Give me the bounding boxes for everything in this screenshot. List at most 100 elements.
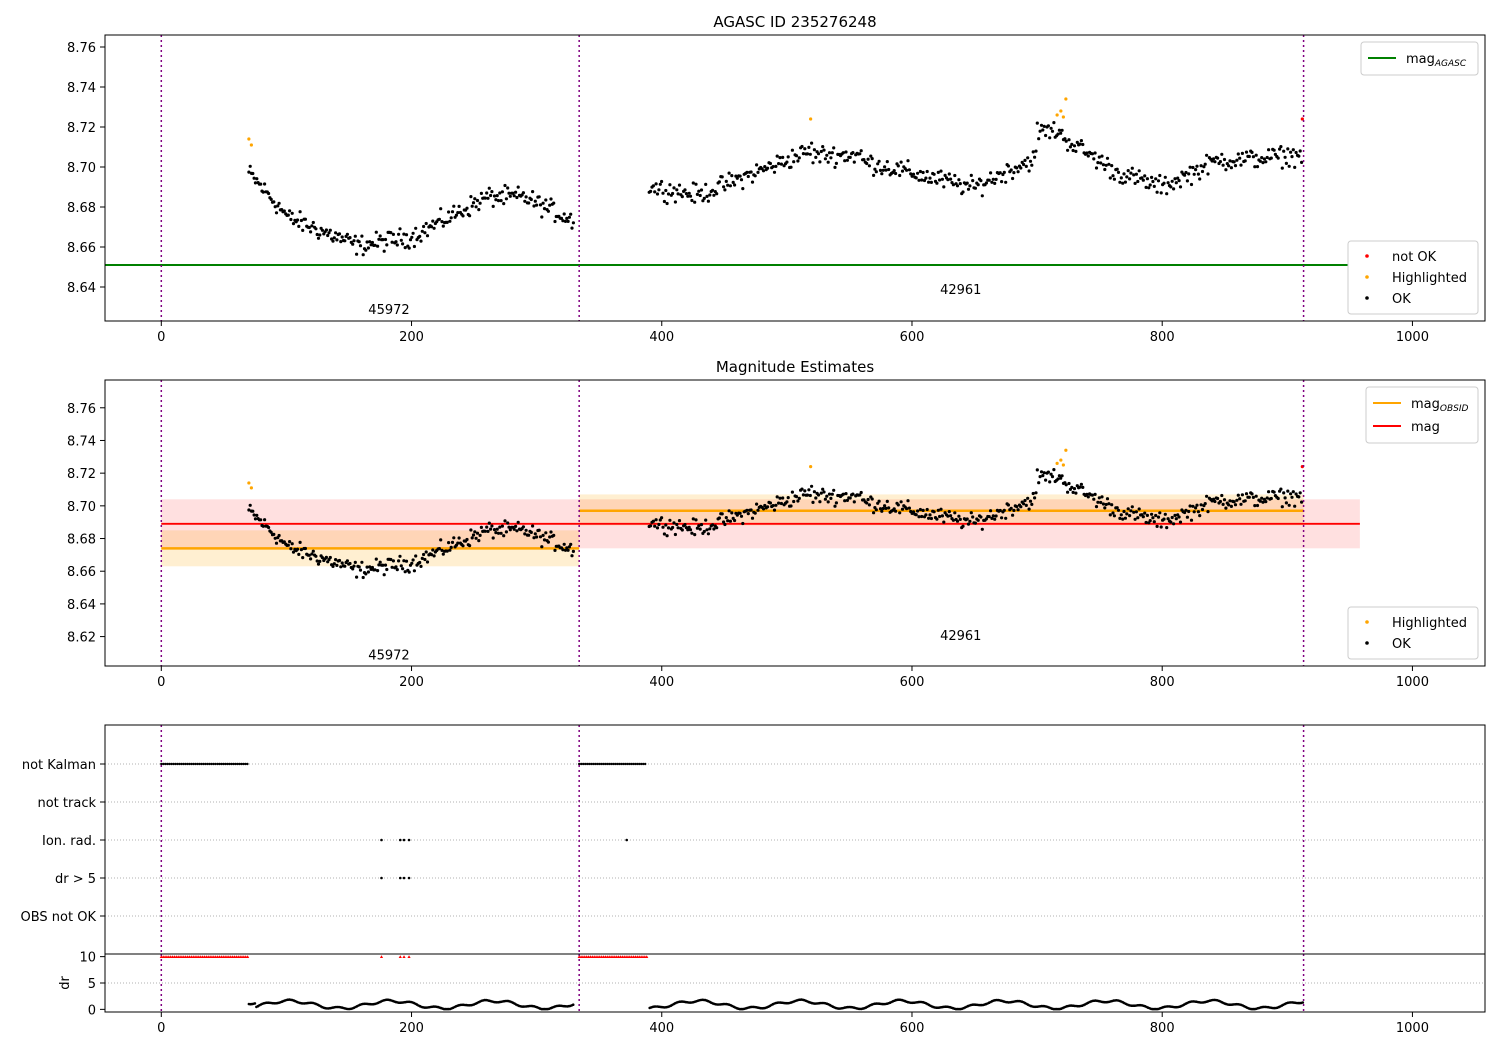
magnitude-ok-point (816, 493, 821, 497)
magnitude-ok-point (797, 496, 801, 500)
magnitude-ok-point (794, 495, 799, 499)
agasc-ok-point (998, 171, 1002, 175)
agasc-ok-point (1243, 159, 1247, 163)
agasc-ok-point (1284, 161, 1288, 165)
magnitude-highlighted-point (247, 481, 251, 485)
magnitude-ok-point (399, 564, 403, 568)
agasc-ok-point (968, 184, 972, 188)
agasc-ok-point (390, 240, 394, 244)
agasc-ok-point (1233, 164, 1238, 168)
magnitude-ok-point (690, 531, 694, 535)
magnitude-ok-point (373, 568, 377, 572)
magnitude-ok-point (251, 509, 255, 513)
agasc-ok-point (263, 182, 267, 186)
magnitude-ok-point (683, 523, 687, 527)
agasc-ok-point (299, 218, 303, 223)
agasc-ytick-label: 8.66 (67, 241, 96, 256)
magnitude-ytick-label: 8.76 (67, 402, 96, 417)
magnitude-ok-point (1255, 503, 1260, 508)
agasc-ok-point (1105, 156, 1110, 160)
agasc-ok-point (1130, 166, 1134, 170)
agasc-ok-point (708, 193, 712, 197)
magnitude-xtick-label: 0 (157, 675, 165, 690)
magnitude-ok-point (535, 535, 539, 539)
agasc-ok-point (549, 197, 553, 201)
magnitude-ok-point (704, 518, 708, 522)
agasc-ok-point (712, 193, 716, 197)
flag-point (220, 762, 223, 766)
agasc-ok-point (506, 186, 510, 190)
flag-point (228, 762, 231, 766)
flag-point (628, 762, 631, 766)
magnitude-ok-point (431, 548, 435, 552)
flags-row-label: OBS not OK (21, 910, 97, 925)
agasc-ok-point (412, 244, 416, 249)
agasc-ok-point (309, 230, 313, 234)
magnitude-ok-point (489, 527, 493, 531)
agasc-ok-point (491, 204, 495, 208)
flag-point (632, 762, 635, 766)
agasc-ok-point (1104, 163, 1108, 167)
agasc-ok-point (377, 237, 381, 241)
agasc-ok-point (872, 173, 876, 177)
agasc-not-ok-point (1300, 117, 1304, 121)
agasc-ok-point (422, 224, 426, 229)
agasc-ok-point (414, 226, 418, 230)
magnitude-ok-point (1156, 515, 1161, 519)
agasc-ok-point (1037, 137, 1041, 141)
agasc-ok-point (508, 194, 512, 198)
magnitude-ok-point (671, 525, 675, 530)
agasc-ok-point (1261, 161, 1265, 165)
magnitude-ok-point (1038, 475, 1042, 479)
agasc-ok-point (1028, 159, 1033, 163)
agasc-ok-point (440, 220, 444, 224)
agasc-ok-point (1206, 172, 1210, 176)
magnitude-ok-point (1243, 499, 1247, 503)
magnitude-ok-point (337, 558, 342, 563)
agasc-ok-point (1000, 180, 1004, 184)
flag-point (184, 762, 187, 766)
agasc-xtick-label: 600 (900, 330, 925, 345)
magnitude-ok-point (691, 517, 695, 521)
agasc-ok-point (761, 169, 766, 173)
magnitude-ok-point (746, 511, 750, 516)
agasc-ok-point (1140, 176, 1144, 180)
agasc-highlighted-point (247, 137, 251, 141)
agasc-ok-point (291, 222, 296, 226)
agasc-ok-point (340, 235, 344, 239)
flag-point (620, 762, 623, 766)
agasc-ok-point (984, 181, 989, 185)
agasc-highlighted-point (809, 117, 813, 121)
magnitude-ok-point (1121, 517, 1125, 521)
agasc-ok-point (1294, 150, 1298, 155)
magnitude-ok-point (571, 549, 576, 554)
magnitude-ok-point (738, 511, 742, 515)
agasc-ok-point (958, 182, 962, 186)
agasc-legend-box (1347, 240, 1479, 315)
magnitude-ok-point (1103, 506, 1107, 510)
magnitude-ok-point (1228, 499, 1232, 503)
magnitude-ok-point (955, 519, 960, 523)
agasc-ok-point (914, 176, 918, 180)
agasc-legend-box (1360, 41, 1479, 76)
magnitude-ok-point (450, 540, 455, 545)
agasc-ok-point (1221, 163, 1225, 167)
magnitude-ok-point (1037, 481, 1041, 485)
agasc-ok-point (1264, 160, 1268, 164)
agasc-ok-point (1203, 162, 1207, 166)
agasc-ok-point (946, 178, 950, 182)
agasc-ok-point (1060, 128, 1064, 132)
agasc-ok-point (818, 160, 822, 164)
agasc-ok-point (548, 203, 552, 207)
magnitude-ok-point (310, 552, 314, 556)
agasc-ok-point (567, 215, 572, 219)
agasc-ok-point (1165, 192, 1169, 196)
agasc-ok-point (1103, 167, 1107, 172)
agasc-ok-point (500, 190, 504, 194)
magnitude-xtick-label: 400 (649, 675, 674, 690)
flag-point (625, 838, 629, 842)
magnitude-ok-point (1144, 520, 1148, 525)
agasc-ok-point (1178, 185, 1183, 189)
flag-point (178, 762, 181, 766)
magnitude-ok-point (261, 524, 265, 528)
